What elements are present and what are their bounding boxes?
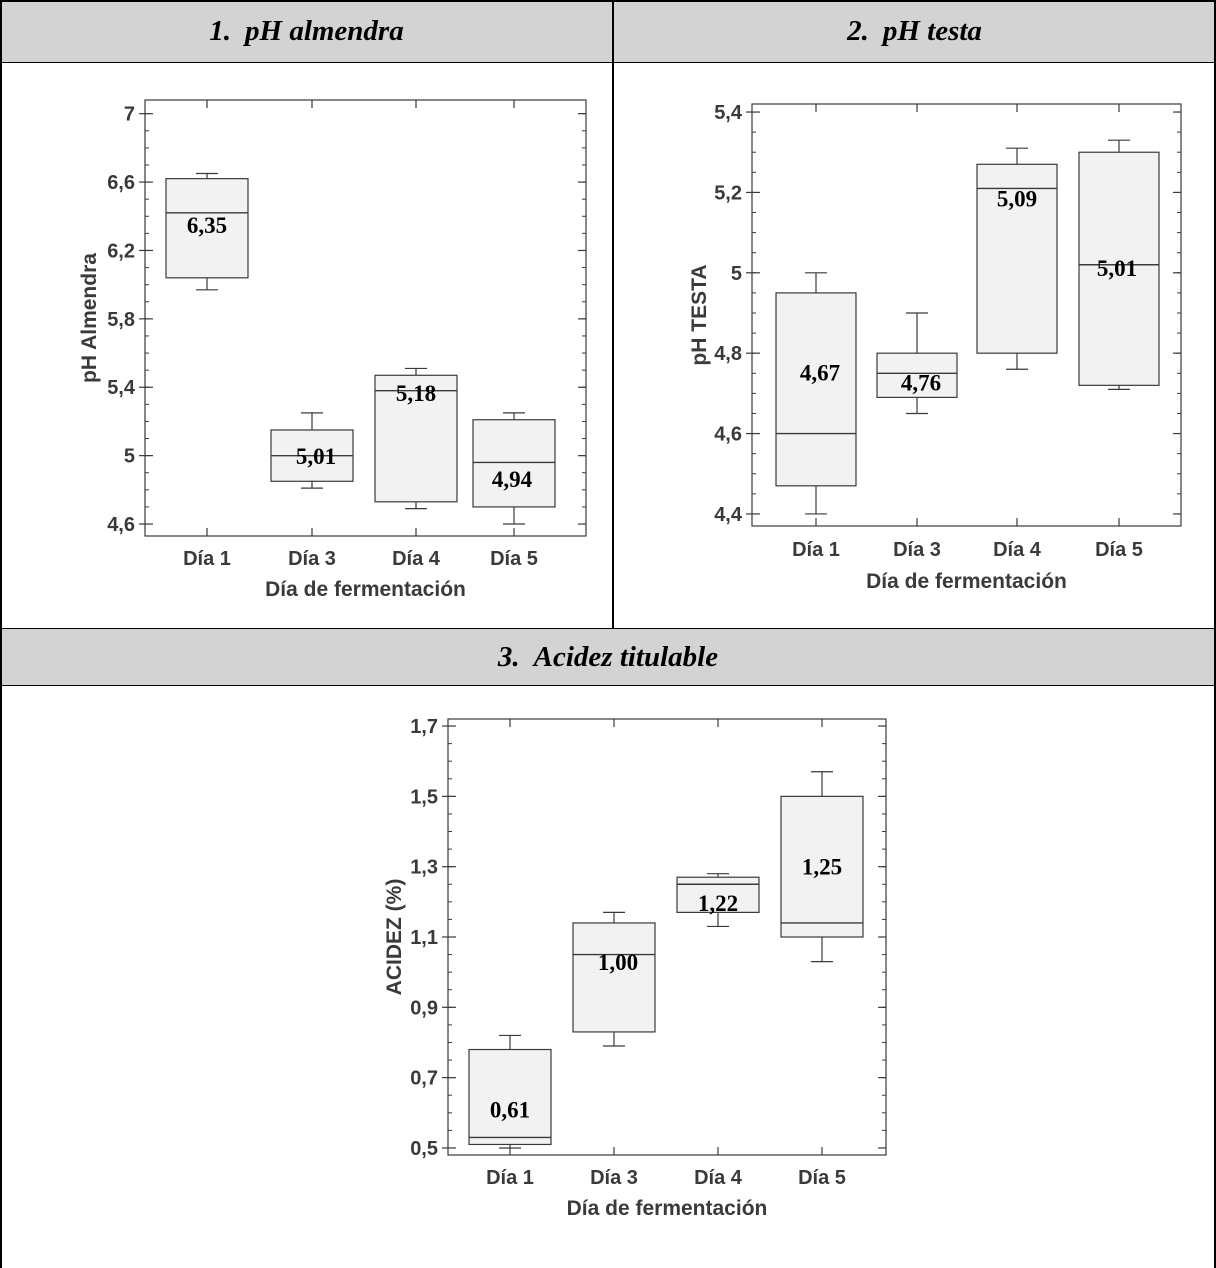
mean-label: 5,01 [296, 444, 336, 469]
panel-title: pH testa [882, 14, 982, 47]
mean-label: 5,09 [997, 187, 1037, 212]
x-tick-label: Día 4 [392, 548, 441, 570]
x-axis-label: Día de fermentación [567, 1197, 768, 1220]
box-iqr [165, 178, 249, 279]
panel-header-3: 3. Acidez titulable [0, 628, 1216, 686]
table-divider-1 [0, 62, 1216, 63]
panel-header-2: 2. pH testa [613, 0, 1216, 62]
y-tick-label: 4,6 [714, 424, 742, 446]
y-tick-label: 0,7 [410, 1068, 438, 1090]
y-tick-label: 4,8 [714, 343, 742, 365]
box-iqr [780, 795, 864, 938]
mean-label: 4,76 [901, 370, 941, 395]
box-iqr [976, 163, 1058, 354]
y-tick-label: 5,4 [107, 377, 136, 399]
panel-title: pH almendra [245, 14, 404, 47]
mean-label: 1,25 [802, 854, 842, 879]
x-tick-label: Día 3 [288, 548, 336, 570]
y-tick-label: 1,3 [410, 857, 438, 879]
x-tick-label: Día 5 [1095, 539, 1143, 561]
mean-label: 5,01 [1097, 256, 1137, 281]
x-tick-label: Día 3 [893, 539, 941, 561]
y-axis-label: pH Almendra [78, 253, 101, 383]
y-tick-label: 5,4 [714, 102, 743, 124]
table-divider-2 [0, 628, 1216, 629]
y-tick-label: 5 [124, 446, 135, 468]
panel-number: 3. [497, 640, 520, 673]
mean-label: 4,94 [492, 467, 533, 492]
y-tick-label: 1,1 [410, 927, 438, 949]
y-tick-label: 1,7 [410, 716, 438, 738]
box-iqr [676, 876, 760, 913]
x-axis-label: Día de fermentación [866, 570, 1067, 593]
table-divider-vertical [612, 0, 614, 629]
box-iqr [1078, 151, 1160, 386]
y-tick-label: 5,8 [107, 309, 135, 331]
panel-header-1: 1. pH almendra [0, 0, 613, 62]
mean-label: 1,22 [698, 891, 738, 916]
x-tick-label: Día 4 [694, 1167, 743, 1189]
y-tick-label: 6,2 [107, 240, 135, 262]
table-divider-3 [0, 685, 1216, 686]
y-tick-label: 6,6 [107, 172, 135, 194]
y-tick-label: 5,2 [714, 182, 742, 204]
x-tick-label: Día 4 [993, 539, 1042, 561]
mean-label: 0,61 [490, 1097, 530, 1122]
mean-label: 1,00 [598, 950, 638, 975]
box-iqr [374, 374, 458, 503]
mean-label: 4,67 [800, 360, 840, 385]
panel-title: Acidez titulable [533, 640, 719, 673]
mean-label: 6,35 [187, 213, 227, 238]
y-tick-label: 0,5 [410, 1138, 438, 1160]
y-tick-label: 1,5 [410, 786, 438, 808]
y-tick-label: 0,9 [410, 997, 438, 1019]
y-axis-label: ACIDEZ (%) [383, 879, 406, 996]
x-tick-label: Día 5 [490, 548, 538, 570]
x-tick-label: Día 1 [183, 548, 231, 570]
x-tick-label: Día 3 [590, 1167, 638, 1189]
box-iqr [468, 1048, 552, 1146]
table-border-right [1214, 0, 1216, 1268]
y-tick-label: 4,4 [714, 504, 743, 526]
box-iqr [876, 352, 958, 398]
mean-label: 5,18 [396, 381, 436, 406]
x-tick-label: Día 1 [486, 1167, 534, 1189]
box-iqr [472, 419, 556, 508]
y-tick-label: 7 [124, 104, 135, 126]
panel-number: 2. [847, 14, 869, 47]
box-iqr [572, 922, 656, 1033]
table-border-top [0, 0, 1216, 2]
panel-number: 1. [209, 14, 232, 47]
y-axis-label: pH TESTA [688, 264, 711, 365]
x-tick-label: Día 1 [792, 539, 840, 561]
x-axis-label: Día de fermentación [265, 578, 466, 601]
table-border-left [0, 0, 2, 1268]
box-iqr [775, 292, 857, 487]
y-tick-label: 5 [731, 263, 742, 285]
y-tick-label: 4,6 [107, 514, 135, 536]
x-tick-label: Día 5 [798, 1167, 846, 1189]
